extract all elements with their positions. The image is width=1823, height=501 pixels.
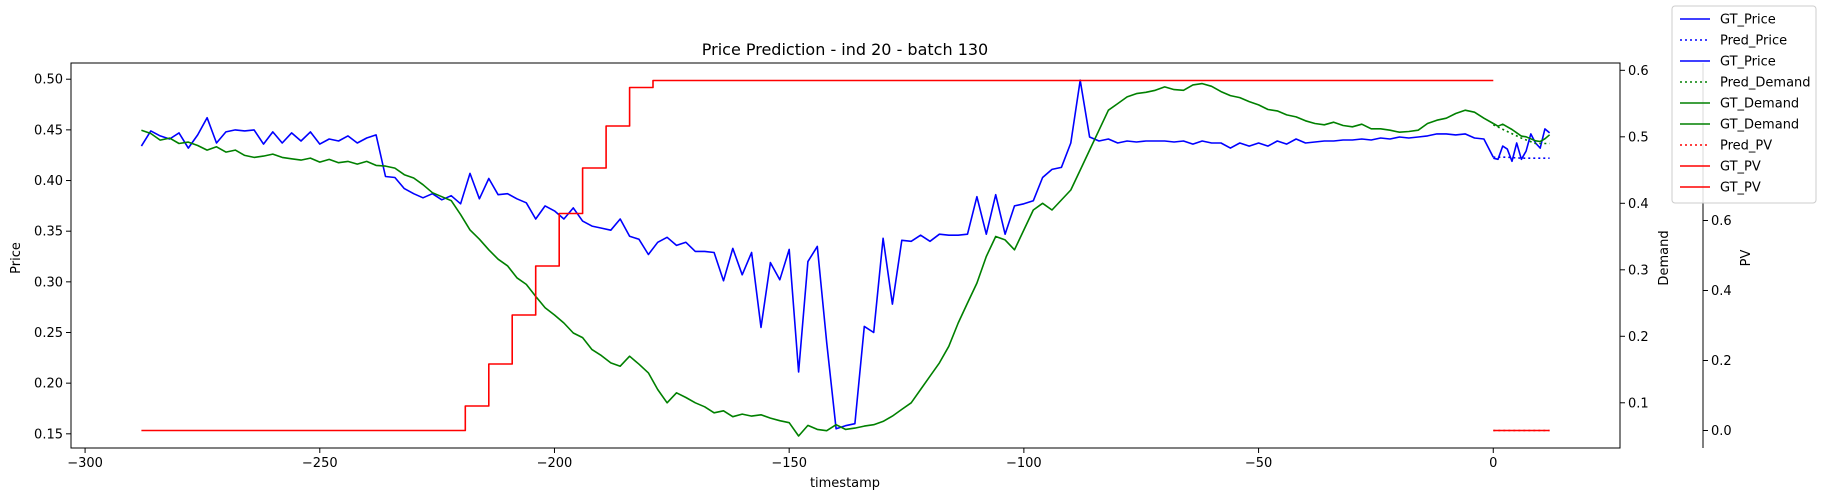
pv-tick-label: 0.2 — [1711, 354, 1732, 369]
legend-label: GT_PV — [1720, 181, 1761, 196]
legend-label: GT_PV — [1720, 160, 1761, 175]
chart-title: Price Prediction - ind 20 - batch 130 — [702, 40, 988, 59]
pv-tick-label: 0.0 — [1711, 424, 1732, 439]
price-tick-label: 0.50 — [34, 73, 63, 88]
price-tick-label: 0.25 — [34, 326, 63, 341]
series-line-gt-price-0 — [140, 79, 1495, 430]
demand-tick-label: 0.5 — [1628, 130, 1649, 145]
demand-tick-label: 0.4 — [1628, 197, 1649, 212]
legend-label: GT_Demand — [1720, 118, 1799, 133]
x-axis-label: timestamp — [810, 476, 880, 491]
axes-layer: −300 −250 −200 −150 −100 −50 00.150.200.250.30… — [34, 62, 1732, 471]
price-tick-label: 0.40 — [34, 174, 63, 189]
series-line-gt-demand-5 — [1492, 122, 1551, 143]
price-tick-label: 0.45 — [34, 123, 63, 138]
legend: GT_Price Pred_Price GT_Price Pred_Demand GT_… — [1671, 5, 1817, 204]
demand-axis-label: Demand — [1657, 230, 1672, 285]
x-tick-label: −300 — [67, 456, 103, 471]
plot-frame — [70, 62, 1621, 449]
x-tick-label: −100 — [1006, 456, 1042, 471]
price-axis-label: Price — [9, 242, 24, 274]
x-tick-label: −200 — [537, 456, 573, 471]
demand-tick-label: 0.2 — [1628, 330, 1649, 345]
legend-box — [1671, 5, 1817, 204]
pv-axis-label: PV — [1739, 250, 1754, 267]
plot-area — [140, 79, 1551, 437]
legend-label: GT_Demand — [1720, 97, 1799, 112]
series-line-pred-demand-3 — [1492, 124, 1550, 145]
legend-label: GT_Price — [1720, 55, 1776, 70]
legend-label: Pred_Price — [1720, 34, 1787, 49]
x-tick-label: −250 — [302, 456, 338, 471]
price-tick-label: 0.15 — [34, 427, 63, 442]
pv-tick-label: 0.6 — [1711, 214, 1732, 229]
price-tick-label: 0.30 — [34, 275, 63, 290]
x-tick-label: −50 — [1245, 456, 1272, 471]
x-tick-label: 0 — [1489, 456, 1497, 471]
series-line-gt-pv-7 — [141, 79, 1494, 432]
price-tick-label: 0.35 — [34, 225, 63, 240]
series-line-gt-demand-4 — [141, 82, 1494, 437]
legend-label: GT_Price — [1720, 13, 1776, 28]
legend-label: Pred_Demand — [1720, 76, 1811, 91]
series-line-pred-price-1 — [1493, 156, 1550, 159]
demand-tick-label: 0.1 — [1628, 396, 1649, 411]
pv-tick-label: 0.4 — [1711, 284, 1732, 299]
x-tick-label: −150 — [771, 456, 807, 471]
demand-tick-label: 0.6 — [1628, 64, 1649, 79]
price-tick-label: 0.20 — [34, 377, 63, 392]
demand-tick-label: 0.3 — [1628, 263, 1649, 278]
series-line-gt-price-2 — [1493, 128, 1551, 163]
legend-label: Pred_PV — [1720, 139, 1772, 154]
